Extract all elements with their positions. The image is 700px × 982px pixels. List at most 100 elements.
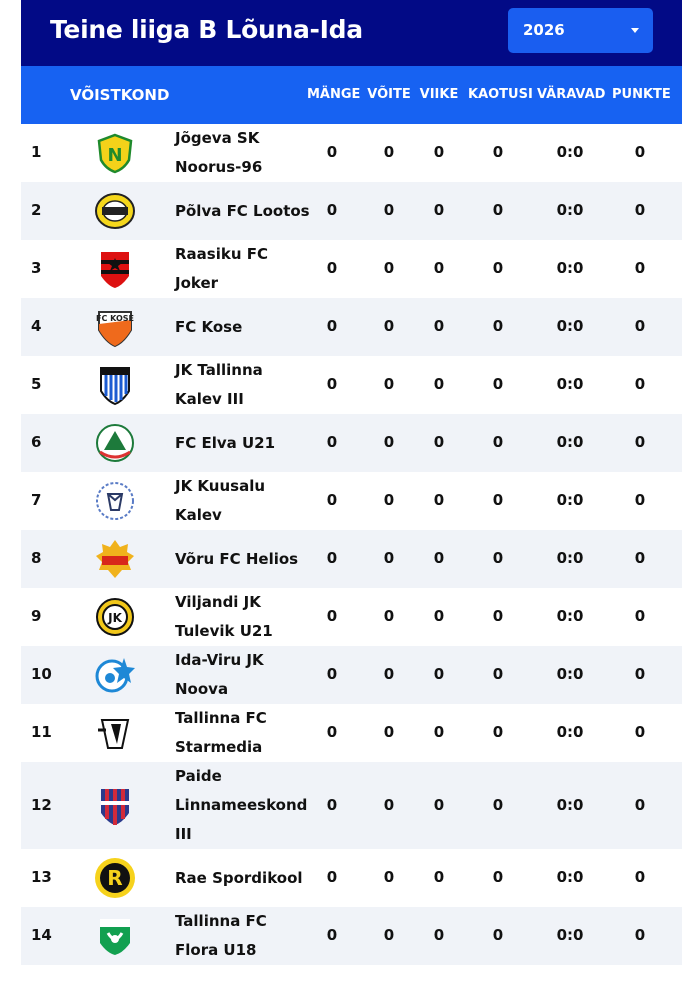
svg-text:JK: JK	[107, 611, 122, 625]
table-row[interactable]: 10 Ida-Viru JK Noova 0 0 0 0 0:0 0	[21, 646, 682, 704]
team-name-line: Jõgeva SK	[175, 129, 260, 147]
cell-drawn: 0	[433, 549, 445, 567]
col-header-goals: VÄRAVAD	[537, 87, 606, 102]
table-row[interactable]: 7 JK Kuusalu Kalev 0 0 0 0 0:0 0	[21, 472, 682, 530]
team-name-line: Kalev	[175, 506, 222, 524]
cell-goals: 0:0	[556, 723, 584, 741]
cell-played: 0	[326, 375, 338, 393]
col-header-points: PUNKTE	[612, 87, 671, 102]
team-name-line: Tallinna FC	[175, 709, 267, 727]
team-name[interactable]: JK Tallinna Kalev III	[175, 356, 315, 414]
page-title: Teine liiga B Lõuna-Ida	[50, 15, 363, 44]
cell-goals: 0:0	[556, 143, 584, 161]
team-name[interactable]: FC Elva U21	[175, 429, 315, 458]
cell-drawn: 0	[433, 201, 445, 219]
cell-won: 0	[383, 926, 395, 944]
position-number: 14	[31, 926, 52, 944]
table-row[interactable]: 5 JK Tallinna Kalev III 0 0 0 0 0:0 0	[21, 356, 682, 414]
cell-drawn: 0	[433, 143, 445, 161]
table-row[interactable]: 3 Raasiku FC Joker 0 0 0 0 0:0 0	[21, 240, 682, 298]
cell-goals: 0:0	[556, 433, 584, 451]
lootos-crest-icon	[94, 190, 136, 232]
col-header-won: VÕITE	[367, 87, 411, 102]
cell-points: 0	[634, 317, 646, 335]
cell-goals: 0:0	[556, 868, 584, 886]
cell-lost: 0	[492, 259, 504, 277]
cell-lost: 0	[492, 665, 504, 683]
position-number: 5	[31, 375, 42, 393]
cell-goals: 0:0	[556, 665, 584, 683]
cell-won: 0	[383, 317, 395, 335]
cell-lost: 0	[492, 143, 504, 161]
chevron-down-icon	[631, 28, 639, 33]
cell-lost: 0	[492, 607, 504, 625]
cell-won: 0	[383, 549, 395, 567]
svg-text:R: R	[107, 866, 122, 890]
team-name-line: FC Kose	[175, 317, 243, 336]
team-name[interactable]: Raasiku FC Joker	[175, 240, 315, 298]
cell-won: 0	[383, 607, 395, 625]
table-header: VÕISTKOND MÄNGE VÕITE VIIKE KAOTUSI VÄRA…	[21, 66, 682, 124]
team-name[interactable]: Rae Spordikool	[175, 864, 315, 893]
tulevik-crest-icon: JK	[94, 596, 136, 638]
svg-text:N: N	[107, 145, 122, 166]
team-name[interactable]: JK Kuusalu Kalev	[175, 472, 315, 530]
position-number: 3	[31, 259, 42, 277]
team-name-line: Viljandi JK	[175, 593, 261, 611]
team-name-line: Paide	[175, 767, 222, 785]
team-name[interactable]: Viljandi JK Tulevik U21	[175, 588, 315, 646]
noova-crest-icon	[94, 654, 136, 696]
table-row[interactable]: 14 Tallinna FC Flora U18 0 0 0 0 0:0 0	[21, 907, 682, 965]
team-name[interactable]: Tallinna FC Starmedia	[175, 704, 315, 762]
table-row[interactable]: 4 FC KOSE FC Kose 0 0 0 0 0:0 0	[21, 298, 682, 356]
cell-goals: 0:0	[556, 201, 584, 219]
team-name[interactable]: Võru FC Helios	[175, 545, 315, 574]
table-row[interactable]: 13 R Rae Spordikool 0 0 0 0 0:0 0	[21, 849, 682, 907]
team-name-line: Ida-Viru JK	[175, 651, 264, 669]
cell-lost: 0	[492, 317, 504, 335]
team-name-line: III	[175, 825, 192, 843]
cell-goals: 0:0	[556, 795, 584, 814]
position-number: 8	[31, 549, 42, 567]
cell-points: 0	[634, 491, 646, 509]
team-name-line: Noova	[175, 680, 229, 698]
cell-drawn: 0	[433, 795, 445, 814]
col-header-team: VÕISTKOND	[70, 86, 170, 104]
team-name[interactable]: Põlva FC Lootos	[175, 197, 315, 226]
cell-drawn: 0	[433, 926, 445, 944]
cell-points: 0	[634, 926, 646, 944]
position-number: 12	[31, 795, 52, 814]
cell-points: 0	[634, 201, 646, 219]
team-name[interactable]: Jõgeva SK Noorus-96	[175, 124, 315, 182]
cell-drawn: 0	[433, 868, 445, 886]
position-number: 2	[31, 201, 42, 219]
table-row[interactable]: 1 N Jõgeva SK Noorus-96 0 0 0 0 0:0 0	[21, 124, 682, 182]
team-name[interactable]: Tallinna FC Flora U18	[175, 907, 315, 965]
team-name[interactable]: Paide Linnameeskond III	[175, 762, 315, 849]
cell-points: 0	[634, 868, 646, 886]
flora-crest-icon	[94, 915, 136, 957]
cell-goals: 0:0	[556, 375, 584, 393]
table-row[interactable]: 11 Tallinna FC Starmedia 0 0 0 0 0:0 0	[21, 704, 682, 762]
table-row[interactable]: 2 Põlva FC Lootos 0 0 0 0 0:0 0	[21, 182, 682, 240]
table-row[interactable]: 8 Võru FC Helios 0 0 0 0 0:0 0	[21, 530, 682, 588]
season-select[interactable]: 2026	[508, 8, 653, 53]
cell-points: 0	[634, 143, 646, 161]
team-name[interactable]: Ida-Viru JK Noova	[175, 646, 315, 704]
cell-points: 0	[634, 549, 646, 567]
cell-played: 0	[326, 201, 338, 219]
team-name[interactable]: FC Kose	[175, 313, 315, 342]
team-name-line: Raasiku FC	[175, 245, 268, 263]
table-row[interactable]: 12 Paide Linnameeskond III 0 0 0 0 0:0 0	[21, 762, 682, 849]
position-number: 13	[31, 868, 52, 886]
joker-crest-icon	[94, 248, 136, 290]
cell-played: 0	[326, 665, 338, 683]
team-name-line: Noorus-96	[175, 158, 263, 176]
table-row[interactable]: 9 JK Viljandi JK Tulevik U21 0 0 0 0 0:0 0	[21, 588, 682, 646]
team-name-line: Tulevik U21	[175, 622, 273, 640]
cell-points: 0	[634, 607, 646, 625]
table-row[interactable]: 6 FC Elva U21 0 0 0 0 0:0 0	[21, 414, 682, 472]
kalev-crest-icon	[94, 364, 136, 406]
kose-crest-icon: FC KOSE	[94, 306, 136, 348]
cell-points: 0	[634, 723, 646, 741]
